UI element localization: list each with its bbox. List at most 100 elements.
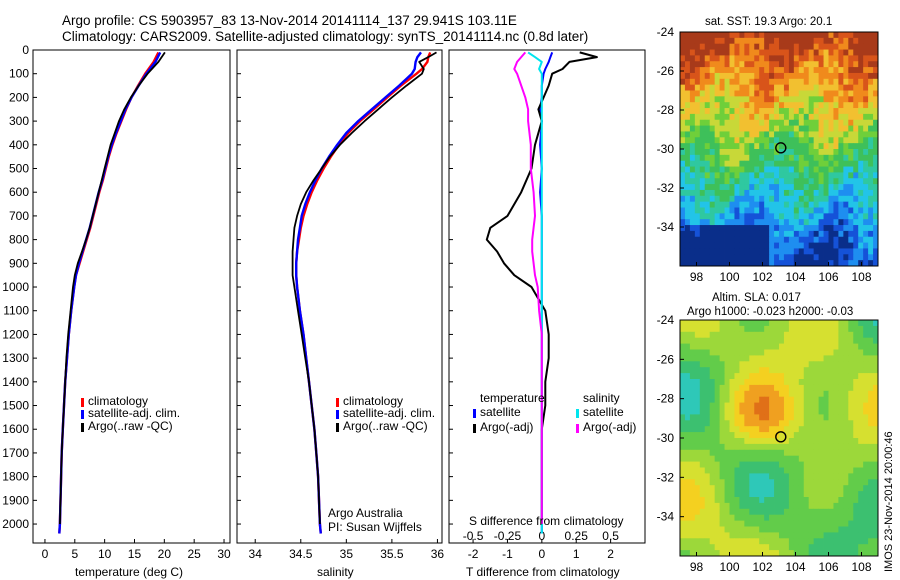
map-cell — [853, 544, 859, 551]
map-cell — [843, 102, 849, 109]
map-cell — [818, 213, 824, 220]
map-cell — [838, 166, 844, 173]
map-cell — [769, 455, 775, 462]
map-cell — [759, 213, 765, 220]
map-cell — [793, 461, 800, 468]
map-cell — [783, 432, 790, 439]
map-cell — [808, 236, 815, 243]
map-cell — [788, 178, 795, 185]
map-cell — [749, 260, 755, 267]
map-cell — [729, 455, 735, 462]
map-cell — [684, 166, 691, 173]
map-cell — [749, 497, 755, 504]
map-cell — [848, 96, 854, 103]
map-cell — [868, 420, 874, 427]
map-cell — [680, 125, 686, 132]
map-cell — [714, 242, 720, 249]
map-cell — [783, 502, 790, 510]
map-cell — [813, 473, 819, 480]
map-cell — [873, 520, 879, 527]
map-cell — [680, 154, 686, 162]
map-cell — [764, 502, 770, 510]
map-cell — [818, 32, 824, 39]
map-cell — [798, 72, 805, 80]
map-cell — [848, 349, 854, 356]
map-cell — [868, 119, 874, 126]
map-cell — [823, 189, 829, 197]
map-cell — [828, 207, 834, 214]
map-cell — [704, 61, 711, 68]
map-cell — [779, 367, 785, 374]
map-cell — [734, 213, 740, 220]
map-cell — [680, 443, 686, 451]
map-cell — [823, 443, 829, 451]
map-cell — [798, 349, 805, 356]
map-cell — [828, 55, 834, 62]
map-cell — [774, 242, 780, 249]
map-cell — [858, 113, 864, 121]
map-cell — [808, 184, 815, 191]
map-cell — [729, 230, 735, 238]
map-cell — [788, 172, 795, 179]
map-cell — [838, 137, 844, 144]
map-cell — [764, 532, 770, 539]
map-cell — [868, 166, 874, 173]
map-cell — [754, 461, 760, 468]
map-cell — [724, 248, 730, 255]
map-cell — [729, 119, 735, 126]
map-cell — [803, 361, 810, 368]
map-cell — [699, 154, 706, 162]
map-cell — [868, 195, 874, 203]
map-cell — [744, 449, 750, 457]
map-cell — [853, 137, 859, 144]
y-tick-label: 1500 — [2, 399, 29, 413]
map-cell — [709, 248, 716, 255]
map-cell — [838, 37, 844, 45]
map-cell — [714, 55, 720, 62]
map-cell — [714, 379, 720, 386]
map-cell — [694, 532, 701, 539]
map-cell — [813, 538, 819, 545]
map-cell — [729, 461, 735, 468]
map-cell — [868, 242, 874, 249]
map-cell — [739, 260, 745, 267]
map-cell — [699, 550, 706, 557]
map-cell — [843, 189, 849, 197]
map-cell — [724, 43, 730, 50]
map-cell — [793, 390, 800, 398]
map-cell — [774, 113, 780, 121]
map-cell — [689, 538, 696, 545]
map-cell — [769, 61, 775, 68]
map-cell — [689, 438, 696, 445]
map-cell — [813, 166, 819, 173]
map-cell — [868, 337, 874, 344]
map-cell — [734, 260, 740, 267]
map-cell — [808, 201, 815, 208]
map-cell — [818, 384, 824, 392]
map-cell — [779, 125, 785, 132]
map-cell — [833, 55, 839, 62]
map-cell — [868, 236, 874, 243]
map-cell — [779, 379, 785, 386]
map-cell — [774, 390, 780, 398]
map-cell — [749, 402, 755, 409]
map-cell — [704, 491, 711, 498]
y-tick-label: -28 — [657, 392, 675, 406]
map-cell — [823, 219, 829, 226]
map-cell — [808, 497, 815, 504]
map-cell — [798, 61, 805, 68]
map-cell — [689, 43, 696, 50]
map-cell — [798, 90, 805, 97]
map-cell — [769, 337, 775, 344]
map-cell — [873, 248, 879, 255]
map-cell — [694, 32, 701, 39]
map-cell — [779, 172, 785, 179]
map-cell — [724, 172, 730, 179]
map-cell — [714, 426, 720, 433]
map-cell — [739, 254, 745, 261]
y-tick-label: 1800 — [2, 470, 29, 484]
map-cell — [689, 497, 696, 504]
y-tick-label: -34 — [657, 220, 675, 234]
map-cell — [719, 420, 725, 427]
map-cell — [749, 96, 755, 103]
